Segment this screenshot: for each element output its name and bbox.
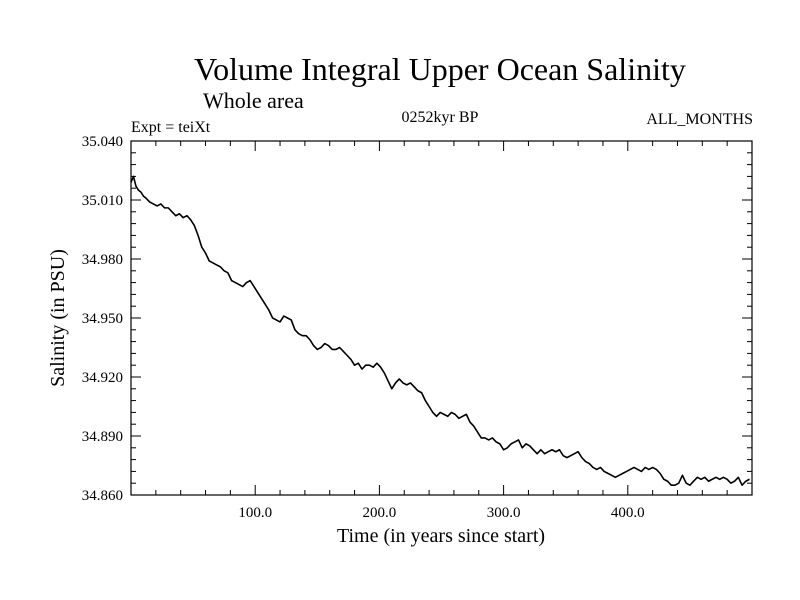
x-tick-label: 100.0	[238, 505, 272, 521]
chart-title: Volume Integral Upper Ocean Salinity	[194, 51, 686, 87]
y-tick-label: 34.980	[82, 252, 123, 268]
salinity-line	[130, 175, 750, 486]
x-axis-label: Time (in years since start)	[337, 525, 545, 547]
y-tick-label: 35.040	[82, 134, 123, 150]
x-axis: 100.0 200.0 300.0 400.0	[155, 141, 728, 521]
chart-subtitle: Whole area	[203, 88, 304, 113]
y-axis-label: Salinity (in PSU)	[47, 249, 69, 387]
y-tick-label: 34.950	[82, 311, 123, 327]
months-label: ALL_MONTHS	[646, 111, 753, 128]
y-tick-label: 34.890	[82, 429, 123, 445]
expt-label: Expt = teiXt	[131, 119, 211, 136]
y-tick-label: 34.860	[82, 488, 123, 504]
period-label: 0252kyr BP	[402, 109, 479, 126]
x-tick-label: 400.0	[611, 505, 645, 521]
y-tick-label: 34.920	[82, 370, 123, 386]
plot-series	[130, 175, 750, 486]
plot-frame	[130, 140, 753, 496]
y-tick-label: 35.010	[82, 193, 123, 209]
x-tick-label: 200.0	[363, 505, 397, 521]
y-axis: 34.860 34.890 34.920 34.950 34.980 35.010 35.0…	[82, 134, 752, 504]
x-tick-label: 300.0	[487, 505, 521, 521]
